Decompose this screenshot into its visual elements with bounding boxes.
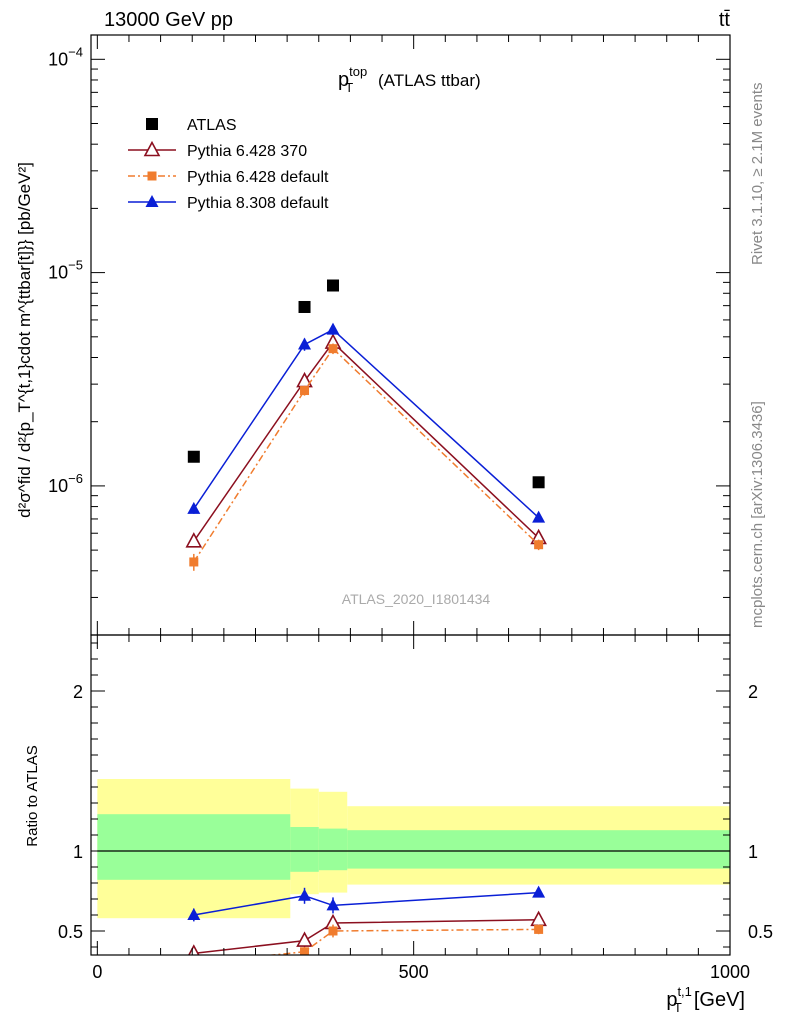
series-pythia-6-428-370 — [185, 333, 547, 548]
ratio-series-pythia-8-308-default — [187, 885, 546, 922]
legend-marker — [146, 118, 158, 130]
data-point — [189, 557, 199, 567]
main-panel: 10−6 10−5 10−4 ptop T (ATLAS ttbar) ATLAS_2… — [15, 34, 731, 636]
ratio-y-tick-label-right: 2 — [748, 682, 758, 702]
ratio-series-pythia-6-428-default — [189, 924, 544, 968]
ratio-panel: 0.5 0.5 1 1 2 2 0 500 1000 Ratio to ATLAS pt,1 T[… — [24, 634, 773, 1015]
y-axis-label-text: d²σ^fid / d²{p_T^{t,1}cdot m^{ttbar[t]}}… — [15, 162, 34, 518]
legend-marker — [143, 140, 161, 157]
ratio-point — [326, 898, 340, 911]
ratio-point — [189, 959, 198, 968]
ratio-y-label: Ratio to ATLAS — [24, 745, 41, 846]
y-tick-label: 10−5 — [48, 258, 83, 283]
legend: ATLAS Pythia 6.428 370 Pythia 6.428 defaul… — [128, 117, 329, 212]
ratio-y-tick-label: 1 — [73, 842, 83, 862]
data-point — [534, 540, 544, 550]
ratio-point — [296, 931, 313, 947]
ratio-y-tick-label-right: 1 — [748, 842, 758, 862]
data-point — [298, 300, 311, 313]
uncertainty-band-inner — [347, 830, 730, 869]
data-point — [326, 322, 340, 335]
ratio-line — [193, 919, 539, 955]
data-point — [185, 532, 203, 548]
legend-entry: ATLAS — [146, 117, 237, 134]
plot-title: ptop T — [338, 64, 367, 95]
y-axis-label: d²σ^fid / d²{p_T^{t,1}cdot m^{ttbar[t]}}… — [15, 162, 34, 518]
data-point — [532, 476, 545, 489]
ratio-line — [193, 891, 539, 916]
uncertainty-band-inner — [97, 814, 291, 880]
data-point — [328, 344, 338, 354]
legend-entry: Pythia 6.428 default — [128, 169, 329, 186]
x-axis-label: pt,1 T [GeV] — [666, 984, 745, 1015]
ratio-series — [187, 885, 547, 968]
rivet-label: Rivet 3.1.10, ≥ 2.1M events — [749, 83, 766, 266]
ratio-y-tick-label: 0.5 — [58, 922, 83, 942]
ratio-series-pythia-6-428-370 — [188, 910, 547, 955]
ratio-point — [300, 947, 310, 955]
series-line — [193, 347, 540, 563]
y-tick-label: 10−4 — [48, 44, 83, 69]
ratio-point — [532, 885, 546, 898]
x-tick-label: 1000 — [710, 962, 750, 982]
legend-label: Pythia 6.428 default — [187, 169, 329, 186]
data-point — [532, 510, 546, 523]
energy-label: 13000 GeV pp — [104, 9, 233, 31]
legend-label: ATLAS — [187, 117, 237, 134]
legend-label: Pythia 6.428 370 — [187, 143, 307, 160]
process-label: tt̄ — [719, 9, 731, 31]
series-pythia-6-428-default — [189, 343, 544, 571]
ratio-panel-frame — [90, 634, 731, 956]
ratio-y-tick-label-right: 0.5 — [748, 922, 773, 942]
mcplots-label: mcplots.cern.ch [arXiv:1306.3436] — [749, 401, 766, 628]
x-tick-label: 0 — [92, 962, 102, 982]
series-line — [193, 341, 540, 542]
series-pythia-8-308-default — [187, 322, 546, 523]
legend-label: Pythia 8.308 default — [187, 195, 329, 212]
legend-entry: Pythia 8.308 default — [128, 195, 329, 212]
x-tick-label: 500 — [399, 962, 429, 982]
uncertainty-band-inner — [318, 828, 348, 871]
ratio-point — [328, 926, 338, 936]
data-point — [187, 450, 200, 463]
ratio-point — [187, 908, 201, 920]
legend-marker — [147, 171, 157, 181]
data-point — [187, 501, 201, 514]
series-line — [193, 328, 540, 519]
plot-title-rest: (ATLAS ttbar) — [378, 71, 481, 90]
series-atlas — [187, 279, 545, 489]
legend-marker — [145, 195, 159, 207]
legend-entry: Pythia 6.428 370 — [128, 140, 307, 160]
ratio-y-tick-label: 2 — [73, 682, 83, 702]
data-point — [298, 337, 312, 350]
ratio-point — [188, 944, 200, 955]
ratio-point — [530, 910, 547, 927]
data-point — [326, 279, 339, 292]
y-tick-label: 10−6 — [48, 471, 83, 496]
uncertainty-band-inner — [290, 827, 319, 872]
ratio-point — [298, 888, 312, 901]
ratio-line — [265, 928, 539, 955]
ratio-point — [534, 924, 544, 934]
data-point — [300, 386, 310, 396]
analysis-watermark: ATLAS_2020_I1801434 — [342, 591, 491, 607]
